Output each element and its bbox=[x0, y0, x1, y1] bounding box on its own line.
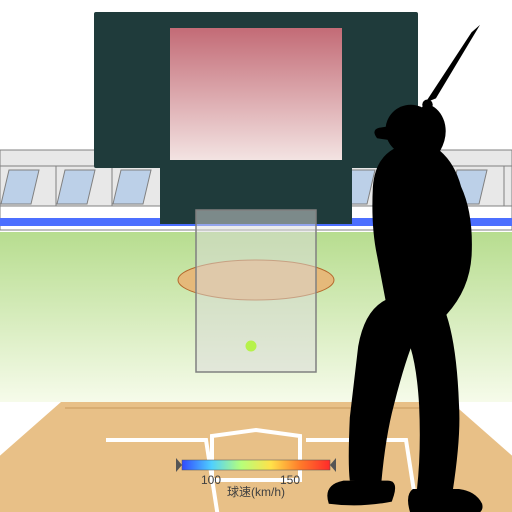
scoreboard-heatmap bbox=[170, 28, 342, 160]
legend-tick: 100 bbox=[201, 473, 221, 487]
legend-label: 球速(km/h) bbox=[227, 485, 285, 499]
speed-legend-bar bbox=[182, 460, 330, 470]
pitch-marker bbox=[246, 341, 256, 351]
scene-svg: 100150球速(km/h) bbox=[0, 0, 512, 512]
pitch-location-diagram: 100150球速(km/h) bbox=[0, 0, 512, 512]
